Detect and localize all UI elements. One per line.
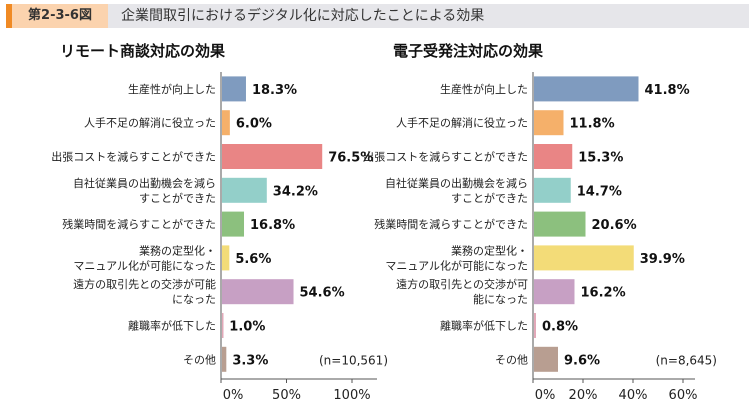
category-label: その他 [183, 353, 216, 366]
category-label: 残業時間を減らすことができた [62, 217, 216, 231]
category-label: 離職率が低下した [128, 319, 216, 333]
bar [534, 346, 558, 372]
data-label: 5.6% [235, 252, 271, 267]
figure-title: 企業間取引におけるデジタル化に対応したことによる効果 [121, 8, 485, 24]
category-label: 遠方の取引先との交渉が可能 [73, 277, 216, 291]
bar [222, 313, 224, 338]
category-label: 自社従業員の出勤機会を減ら [73, 176, 216, 190]
data-label: 41.8% [645, 83, 690, 98]
data-label: 20.6% [592, 218, 637, 233]
bar [534, 245, 634, 271]
category-label: 生産性が向上した [440, 82, 528, 96]
data-label: 16.8% [250, 218, 295, 233]
bar [222, 346, 227, 372]
category-label: 業務の定型化・ [139, 243, 216, 257]
category-label: 出張コストを減らすことができた [363, 150, 528, 164]
data-label: 9.6% [564, 353, 600, 368]
bar [222, 76, 246, 102]
category-label: 遠方の取引先との交渉が可 [396, 277, 528, 291]
bar [534, 279, 575, 305]
category-label: その他 [495, 353, 528, 366]
data-label: 15.3% [578, 151, 623, 166]
figure-header: 第2-3-6図 企業間取引におけるデジタル化に対応したことによる効果 [6, 4, 749, 28]
category-label: すことができた [139, 191, 216, 205]
x-tick-label: 0% [535, 388, 556, 403]
figure-number: 第2-3-6図 [12, 4, 108, 28]
bar [534, 144, 573, 169]
bar [534, 211, 586, 237]
category-label: 出張コストを減らすことができた [51, 150, 216, 164]
category-label: マニュアル化が可能になった [73, 258, 216, 272]
accent-bar [6, 4, 12, 28]
x-tick-label: 20% [569, 388, 598, 403]
category-label: 業務の定型化・ [451, 243, 528, 257]
category-label: 人手不足の解消に役立った [396, 116, 528, 130]
chart-title-left: リモート商談対応の効果 [60, 42, 226, 60]
category-label: 自社従業員の出勤機会を減ら [385, 176, 528, 190]
x-tick-label: 0% [223, 388, 244, 403]
data-label: 11.8% [570, 117, 615, 132]
bar [222, 279, 294, 305]
category-label: 人手不足の解消に役立った [84, 116, 216, 130]
bar [222, 245, 230, 271]
data-label: 76.5% [328, 151, 373, 166]
data-label: 39.9% [640, 252, 685, 267]
chart-title-right: 電子受発注対応の効果 [393, 42, 544, 60]
category-label: マニュアル化が可能になった [385, 258, 528, 272]
x-tick-label: 60% [669, 388, 698, 403]
x-tick-label: 40% [619, 388, 648, 403]
data-label: 3.3% [232, 353, 268, 368]
data-label: 34.2% [273, 184, 318, 199]
bar [222, 110, 230, 136]
category-label: すことができた [451, 191, 528, 205]
x-tick-label: 50% [272, 388, 301, 403]
bar [534, 313, 536, 338]
category-label: 離職率が低下した [440, 319, 528, 333]
data-label: 0.8% [542, 320, 578, 335]
bar [534, 76, 639, 102]
data-label: 18.3% [252, 83, 297, 98]
category-label: 生産性が向上した [128, 82, 216, 96]
data-label: 54.6% [300, 286, 345, 301]
bar [222, 144, 323, 169]
data-label: 14.7% [577, 184, 622, 199]
data-label: 16.2% [581, 286, 626, 301]
category-label: になった [172, 293, 216, 306]
bar [222, 211, 245, 237]
category-label: 能になった [473, 292, 528, 306]
bar [222, 177, 267, 203]
data-label: 6.0% [236, 117, 272, 132]
x-tick-label: 100% [333, 388, 370, 403]
data-label: 1.0% [229, 320, 265, 335]
sample-size-note: (n=10,561) [319, 353, 388, 367]
bar [534, 177, 571, 203]
category-label: 残業時間を減らすことができた [374, 217, 528, 231]
sample-size-note: (n=8,645) [656, 353, 717, 367]
bar [534, 110, 564, 136]
